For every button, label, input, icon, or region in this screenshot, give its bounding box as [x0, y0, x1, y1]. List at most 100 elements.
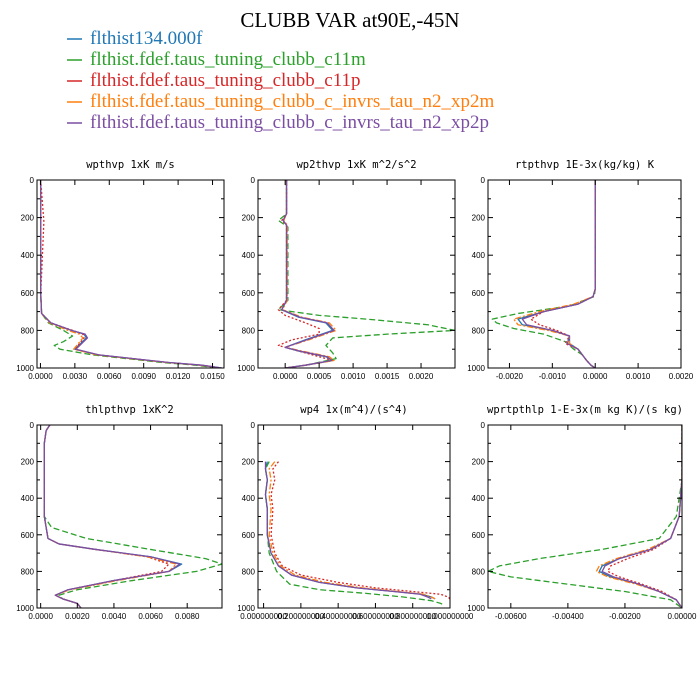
series-line	[607, 425, 682, 608]
x-tick-label: 0.000000000	[240, 612, 287, 621]
y-tick-label: 400	[242, 494, 256, 503]
x-tick-label: 0.0000	[273, 372, 298, 381]
chart-panel: wp4 1x(m^4)/(s^4) 0 200 400 600 800 10000.0000…	[237, 404, 474, 621]
x-tick-label: 0.0000	[28, 372, 53, 381]
series-line	[521, 180, 596, 368]
y-tick-label: 0	[30, 421, 35, 430]
x-tick-label: 1.000000000	[427, 612, 474, 621]
y-tick-label: 0	[481, 421, 486, 430]
y-tick-label: 400	[242, 251, 256, 260]
y-tick-label: 400	[472, 251, 486, 260]
y-tick-label: 0	[481, 176, 486, 185]
y-tick-label: 400	[21, 494, 35, 503]
x-tick-label: 0.0000	[583, 372, 608, 381]
x-tick-label: 0.0020	[669, 372, 694, 381]
legend-entry: flthist.fdef.taus_tuning_clubb_c11m	[90, 49, 366, 70]
series-line	[598, 425, 682, 608]
y-tick-label: 200	[472, 458, 486, 467]
x-tick-label: 0.0120	[166, 372, 191, 381]
x-tick-label: 0.400000000	[315, 612, 362, 621]
y-tick-label: 1000	[467, 604, 485, 613]
series-line	[277, 180, 455, 368]
series-line	[264, 461, 432, 600]
chart-panel: rtpthvp 1E-3x(kg/kg) K 0 200 400 600 800 1000 -…	[467, 159, 694, 381]
x-tick-label: -0.00200	[609, 612, 641, 621]
legend-entry: flthist.fdef.taus_tuning_clubb_c11p	[90, 70, 361, 91]
legend: flthist134.000fflthist.fdef.taus_tuning_…	[67, 28, 494, 133]
y-tick-label: 800	[242, 567, 256, 576]
y-tick-label: 1000	[467, 364, 485, 373]
y-tick-label: 800	[21, 567, 35, 576]
series-line	[43, 425, 177, 608]
y-tick-label: 600	[472, 289, 486, 298]
series-line	[40, 180, 219, 368]
panel-title: wpthvp 1xK m/s	[86, 159, 175, 171]
series-line	[270, 461, 450, 600]
panel-title: wp4 1x(m^4)/(s^4)	[300, 404, 407, 416]
y-tick-label: 800	[242, 326, 256, 335]
x-tick-label: -0.00400	[552, 612, 584, 621]
x-tick-label: 0.800000000	[389, 612, 436, 621]
series-line	[43, 425, 170, 608]
x-tick-label: -0.00600	[495, 612, 527, 621]
y-tick-label: 800	[472, 326, 486, 335]
series-line	[264, 461, 436, 600]
plot-frame	[36, 179, 225, 369]
series-line	[40, 180, 222, 368]
y-tick-label: 200	[472, 214, 486, 223]
y-tick-label: 800	[472, 567, 486, 576]
series-line	[40, 180, 221, 368]
panel-title: thlpthvp 1xK^2	[85, 404, 174, 416]
series-line	[281, 180, 337, 368]
series-line	[43, 425, 222, 608]
y-tick-label: 200	[21, 458, 35, 467]
y-tick-label: 400	[472, 494, 486, 503]
panel-title: wprtpthlp 1-E-3x(m kg K)/(s kg)	[487, 404, 683, 416]
series-line	[491, 180, 596, 368]
x-tick-label: 0.0030	[63, 372, 88, 381]
chart-panel: wp2thvp 1xK m^2/s^2 0 200 400 600 800 1000 0.00…	[237, 159, 456, 381]
y-tick-label: 600	[21, 289, 35, 298]
x-tick-label: 0.0005	[307, 372, 332, 381]
series-line	[43, 425, 181, 608]
x-tick-label: 0.200000000	[278, 612, 325, 621]
x-tick-label: -0.0020	[496, 372, 524, 381]
y-tick-label: 400	[21, 251, 35, 260]
y-tick-label: 0	[251, 421, 256, 430]
series-line	[601, 425, 682, 608]
series-line	[40, 180, 222, 368]
y-tick-label: 600	[472, 531, 486, 540]
x-tick-label: 0.0015	[375, 372, 400, 381]
x-tick-label: 0.0040	[102, 612, 127, 621]
x-tick-label: 0.0010	[341, 372, 366, 381]
y-tick-label: 1000	[16, 364, 34, 373]
panel-title: rtpthvp 1E-3x(kg/kg) K	[515, 159, 655, 171]
x-tick-label: 0.00000	[668, 612, 697, 621]
series-line	[517, 180, 596, 368]
series-line	[264, 461, 445, 606]
series-line	[595, 425, 682, 608]
x-tick-label: 0.0150	[200, 372, 225, 381]
x-tick-label: 0.0010	[626, 372, 651, 381]
x-tick-label: 0.0020	[65, 612, 90, 621]
y-tick-label: 200	[242, 458, 256, 467]
series-line	[268, 461, 436, 600]
y-tick-label: 600	[242, 531, 256, 540]
x-tick-label: 0.0080	[175, 612, 200, 621]
y-tick-label: 1000	[237, 604, 255, 613]
y-tick-label: 200	[242, 214, 256, 223]
legend-entry: flthist.fdef.taus_tuning_clubb_c_invrs_t…	[90, 91, 494, 112]
plot-frame	[487, 179, 682, 369]
figure-title: CLUBB VAR at90E,-45N	[240, 8, 459, 32]
series-line	[530, 180, 596, 368]
x-tick-label: 0.0020	[409, 372, 434, 381]
y-tick-label: 600	[242, 289, 256, 298]
chart-panel: wprtpthlp 1-E-3x(m kg K)/(s kg)0 200 400 60…	[467, 404, 697, 621]
y-tick-label: 200	[21, 214, 35, 223]
x-tick-label: 0.0090	[131, 372, 156, 381]
x-tick-label: 0.600000000	[352, 612, 399, 621]
